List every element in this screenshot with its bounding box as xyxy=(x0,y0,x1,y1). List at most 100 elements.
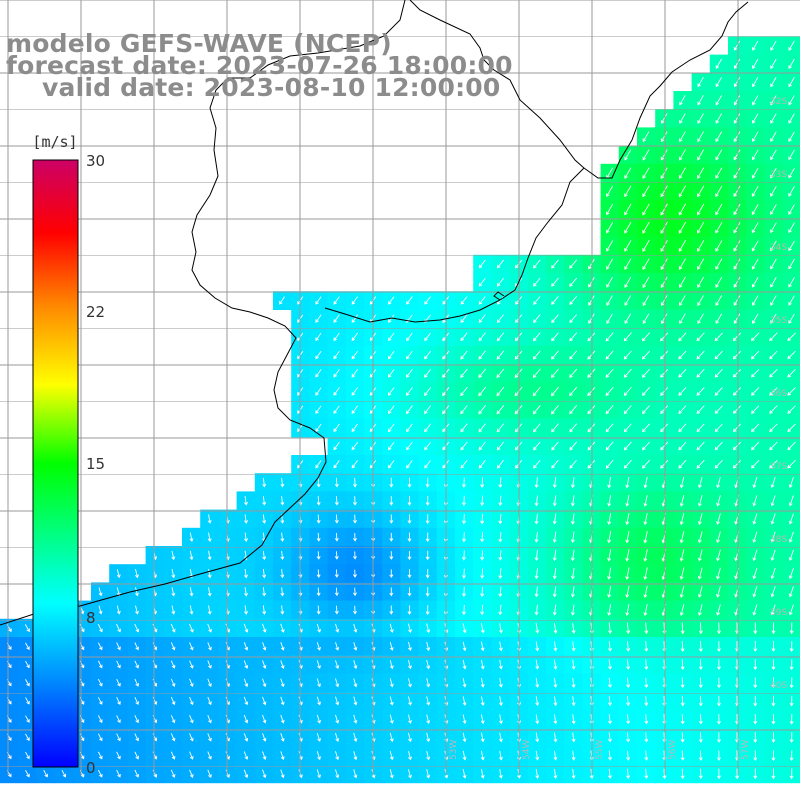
wind-arrow xyxy=(625,513,630,526)
wind-arrow xyxy=(769,459,778,469)
lat-label: 40S xyxy=(770,681,787,691)
wind-arrow xyxy=(660,459,669,469)
wind-arrow xyxy=(315,296,322,305)
wind-arrow xyxy=(679,131,686,143)
wind-arrow xyxy=(534,495,539,507)
wind-arrow xyxy=(498,659,503,670)
wind-arrow xyxy=(569,441,577,451)
wind-arrow xyxy=(533,296,541,305)
wind-arrow xyxy=(352,551,357,560)
wind-arrow xyxy=(697,131,704,143)
wind-arrow xyxy=(752,586,758,598)
wind-arrow xyxy=(353,660,358,670)
wind-arrow xyxy=(788,186,795,197)
wind-arrow xyxy=(243,696,249,706)
wind-arrow xyxy=(189,532,194,542)
wind-arrow xyxy=(480,659,485,670)
wind-arrow xyxy=(171,605,176,615)
wind-arrow xyxy=(387,423,395,433)
wind-arrow xyxy=(533,259,541,269)
wind-arrow xyxy=(608,622,612,635)
wind-arrow xyxy=(207,715,212,724)
wind-arrow xyxy=(389,714,394,724)
wind-arrow xyxy=(697,185,705,198)
wind-arrow xyxy=(625,476,630,489)
wind-arrow xyxy=(680,677,685,689)
wind-arrow xyxy=(553,677,558,688)
wind-arrow xyxy=(570,531,575,544)
wind-arrow xyxy=(641,387,650,396)
wind-arrow xyxy=(678,368,687,378)
wind-arrow xyxy=(280,769,285,779)
wind-arrow xyxy=(170,678,176,687)
wind-arrow xyxy=(424,423,432,433)
wind-arrow xyxy=(387,350,395,360)
wind-arrow xyxy=(698,695,703,707)
wind-arrow xyxy=(733,258,741,270)
wind-arrow xyxy=(353,496,357,506)
wind-arrow xyxy=(353,477,357,488)
wind-arrow xyxy=(43,769,48,778)
wind-arrow xyxy=(335,642,340,651)
wind-arrow xyxy=(316,587,321,597)
wind-arrow xyxy=(770,549,776,562)
wind-arrow xyxy=(97,769,103,778)
wind-arrow xyxy=(97,623,103,633)
wind-arrow xyxy=(462,750,467,761)
wind-arrow xyxy=(407,550,412,561)
wind-arrow xyxy=(478,332,486,342)
wind-arrow xyxy=(679,531,685,544)
wind-arrow xyxy=(426,714,431,724)
wind-arrow xyxy=(425,514,430,525)
wind-arrow xyxy=(551,350,559,360)
wind-arrow xyxy=(569,350,578,360)
wind-arrow xyxy=(753,677,758,689)
lat-label: 33S xyxy=(770,170,787,180)
wind-arrow xyxy=(262,733,267,742)
wind-arrow xyxy=(461,605,466,616)
wind-arrow xyxy=(335,714,340,724)
wind-arrow xyxy=(353,642,358,651)
wind-arrow xyxy=(25,751,30,760)
wind-arrow xyxy=(334,477,339,488)
wind-arrow xyxy=(134,678,139,687)
wind-arrow xyxy=(170,696,176,706)
wind-arrow xyxy=(606,276,613,288)
wind-arrow xyxy=(642,441,650,451)
wind-arrow xyxy=(408,696,412,706)
wind-arrow xyxy=(680,714,685,725)
wind-arrow xyxy=(352,587,357,597)
wind-arrow xyxy=(315,405,322,414)
wind-arrow xyxy=(716,567,721,580)
wind-arrow xyxy=(752,477,758,489)
wind-arrow xyxy=(552,531,557,543)
wind-arrow xyxy=(116,623,121,633)
wind-arrow xyxy=(643,512,648,526)
wind-arrow xyxy=(642,131,650,143)
wind-arrow xyxy=(351,441,358,451)
wind-arrow xyxy=(788,58,795,70)
wind-arrow xyxy=(496,314,504,324)
wind-arrow xyxy=(697,295,704,306)
wind-arrow xyxy=(244,587,248,597)
wind-arrow xyxy=(626,750,631,761)
wind-arrow xyxy=(535,622,540,634)
wind-arrow xyxy=(25,715,30,723)
wind-arrow xyxy=(480,532,485,543)
wind-arrow xyxy=(532,405,541,415)
wind-arrow xyxy=(315,460,322,469)
wind-arrow xyxy=(678,203,687,216)
wind-arrow xyxy=(607,641,612,652)
wind-arrow xyxy=(643,567,648,580)
wind-arrow xyxy=(316,642,321,651)
wind-arrow xyxy=(389,605,394,615)
wind-arrow xyxy=(534,604,539,616)
wind-arrow xyxy=(244,568,248,579)
wind-arrow xyxy=(535,659,540,670)
wind-arrow xyxy=(660,441,669,451)
wind-arrow xyxy=(678,387,687,396)
wind-arrow xyxy=(788,258,795,270)
wind-arrow xyxy=(626,659,631,670)
wind-arrow xyxy=(243,678,249,688)
wind-arrow xyxy=(407,477,412,488)
